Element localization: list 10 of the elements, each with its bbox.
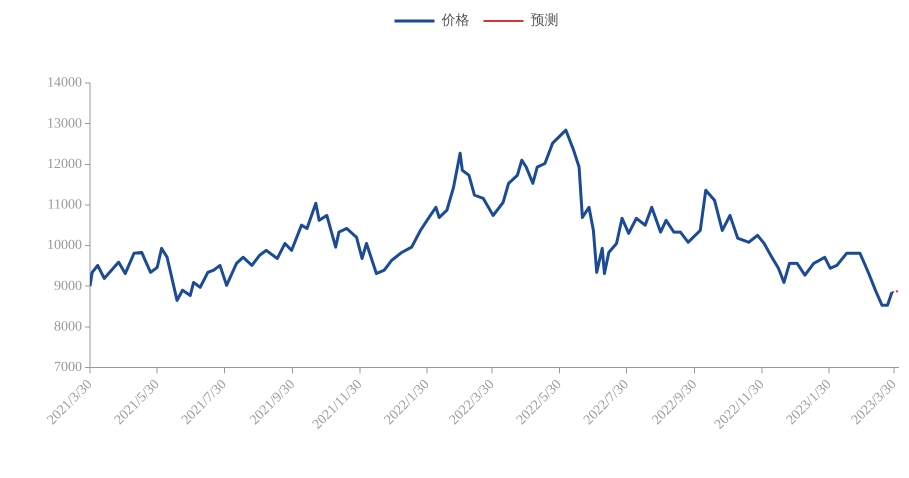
y-tick-label: 12000 — [47, 156, 82, 172]
y-tick-label: 13000 — [47, 116, 82, 132]
legend-label: 价格 — [440, 12, 470, 29]
y-tick-label: 14000 — [47, 76, 82, 91]
y-tick-label: 7000 — [54, 360, 82, 376]
y-tick-label: 9000 — [54, 278, 82, 294]
y-tick-label: 8000 — [54, 319, 82, 334]
legend-label: 预测 — [530, 12, 558, 29]
y-tick-label: 10000 — [47, 238, 82, 254]
y-tick-label: 11000 — [48, 198, 82, 213]
